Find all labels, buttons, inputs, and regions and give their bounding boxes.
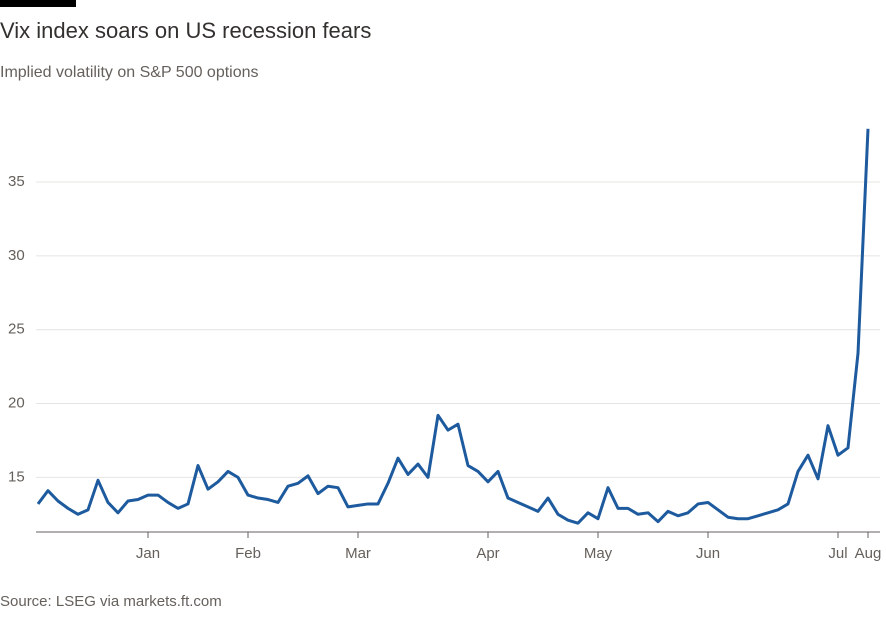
x-tick-label: Aug bbox=[855, 545, 882, 562]
source: Source: LSEG via markets.ft.com bbox=[0, 593, 222, 610]
x-tick-label: Jun bbox=[696, 545, 720, 562]
y-tick-label: 35 bbox=[8, 173, 25, 190]
y-tick-label: 15 bbox=[8, 468, 25, 485]
x-tick-label: Jan bbox=[136, 545, 160, 562]
brand-bar bbox=[0, 0, 76, 7]
y-tick-label: 25 bbox=[8, 321, 25, 338]
x-tick-label: May bbox=[584, 545, 613, 562]
chart-title: Vix index soars on US recession fears bbox=[0, 18, 371, 43]
y-tick-label: 20 bbox=[8, 394, 25, 411]
series-line bbox=[36, 128, 870, 525]
x-tick-label: Mar bbox=[345, 545, 371, 562]
x-tick-label: Apr bbox=[476, 545, 499, 562]
x-tick-label: Feb bbox=[235, 545, 261, 562]
chart-subtitle: Implied volatility on S&P 500 options bbox=[0, 64, 259, 81]
y-tick-label: 30 bbox=[8, 247, 25, 264]
x-tick-label: Jul bbox=[828, 545, 847, 562]
